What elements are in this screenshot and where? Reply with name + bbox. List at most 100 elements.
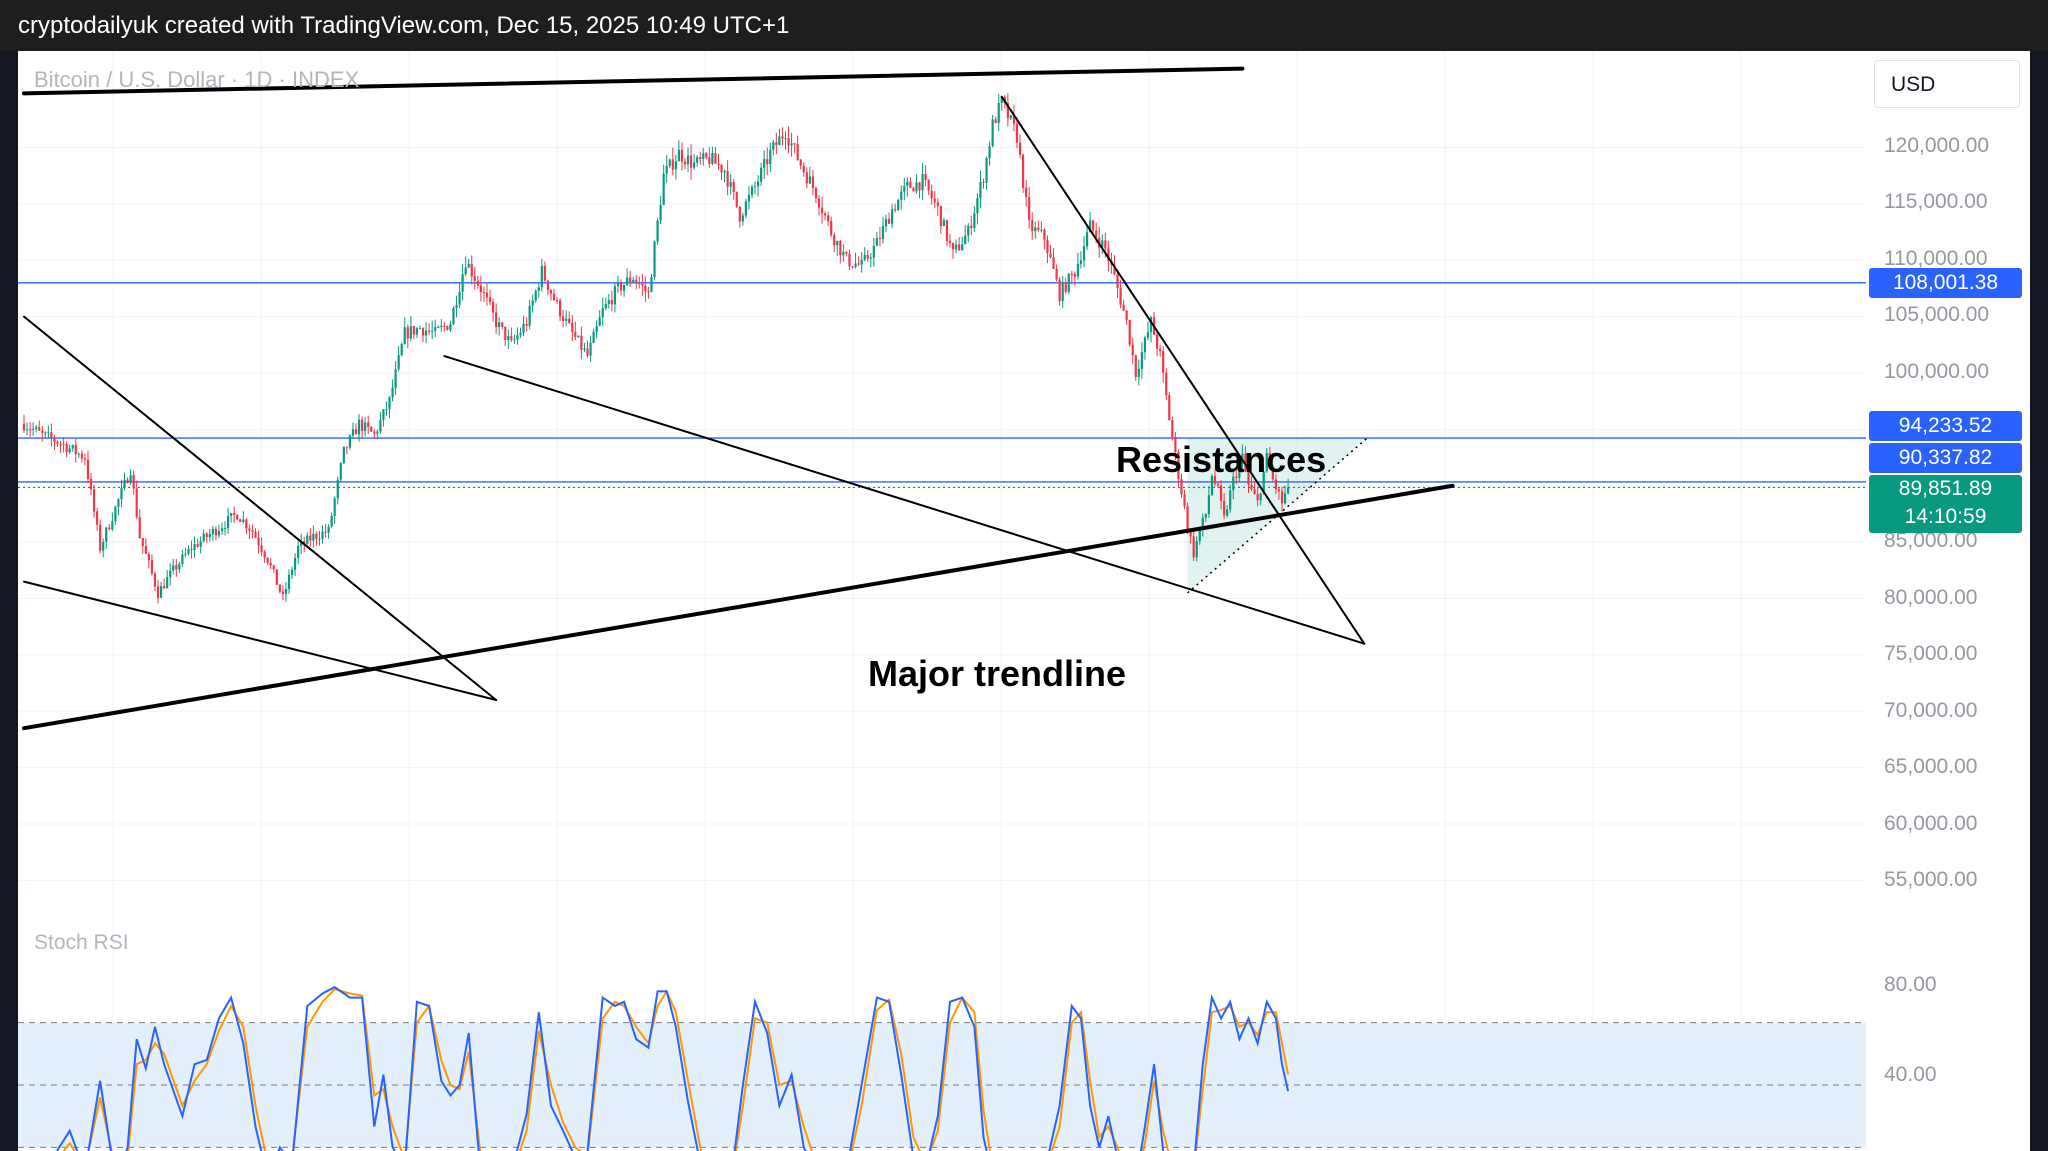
candle-body [1259, 493, 1262, 501]
candle-body [958, 244, 961, 251]
candle-body [32, 428, 35, 430]
candle-body [354, 429, 358, 435]
candle-body [1006, 102, 1009, 119]
currency-selector[interactable]: USD [1874, 60, 2020, 108]
candle-body [546, 280, 550, 291]
candle-body [805, 172, 808, 184]
stoch-k-line [55, 986, 1290, 1151]
price-chart[interactable] [18, 51, 2030, 1151]
candle-body [333, 498, 336, 516]
candle-body [254, 531, 257, 538]
candle-body [190, 548, 193, 550]
candle-body [230, 513, 233, 516]
candle-body [114, 506, 117, 522]
candle-body [1085, 232, 1089, 247]
candle-body [1101, 240, 1104, 248]
candle-body [163, 586, 166, 589]
candle-body [839, 240, 842, 256]
candle-body [74, 445, 77, 455]
candle-body [948, 240, 952, 243]
candle-body [217, 530, 221, 536]
candle-body [997, 102, 1000, 123]
candle-body [461, 274, 464, 292]
candle-body [1037, 227, 1040, 231]
candle-body [400, 344, 403, 356]
candle-body [1095, 230, 1098, 238]
candle-body [778, 136, 781, 146]
candle-body [245, 519, 248, 529]
candle-body [735, 191, 738, 207]
candle-body [726, 171, 729, 187]
candle-body [677, 149, 680, 162]
candle-body [370, 426, 373, 432]
candle-body [845, 251, 848, 254]
candle-body [150, 560, 154, 574]
candle-body [242, 519, 245, 522]
candle-body [99, 524, 102, 551]
candle-body [683, 161, 687, 165]
candle-body [412, 326, 415, 335]
candle-body [622, 284, 626, 291]
candle-body [1104, 240, 1107, 249]
candle-body [120, 487, 123, 500]
candle-body [641, 283, 644, 286]
candle-body [147, 553, 150, 561]
candle-body [1070, 273, 1073, 275]
candle-body [714, 153, 717, 164]
candle-body [86, 459, 90, 479]
candle-body [111, 521, 114, 530]
price-tick: 120,000.00 [1884, 134, 1990, 157]
candle-body [373, 431, 376, 434]
candle-body [62, 443, 65, 445]
candle-body [610, 300, 613, 305]
candle-body [1247, 470, 1250, 485]
candle-body [1028, 197, 1031, 221]
candle-body [644, 285, 647, 292]
candle-body [491, 302, 495, 313]
candle-body [863, 254, 866, 260]
candle-body [531, 300, 534, 306]
candle-body [510, 335, 513, 340]
candle-body [361, 419, 364, 431]
candle-body [297, 545, 300, 559]
trendline [443, 355, 1366, 645]
candle-body [1271, 467, 1274, 480]
candle-body [1064, 282, 1067, 292]
candle-body [1122, 304, 1125, 311]
candle-body [1274, 479, 1278, 490]
candle-body [973, 213, 976, 228]
grid [18, 51, 1866, 1151]
candle-body [565, 318, 568, 321]
candle-body [348, 435, 352, 448]
candle-body [388, 397, 391, 410]
candle-body [281, 591, 285, 594]
candle-body [976, 197, 979, 214]
candle-body [616, 282, 620, 287]
candle-body [537, 287, 540, 291]
candle-body [172, 565, 175, 571]
candle-body [482, 292, 486, 294]
candle-body [808, 176, 811, 184]
chart-frame[interactable]: Bitcoin / U.S. Dollar · 1D · INDEX USD S… [18, 51, 2030, 1151]
candle-body [543, 266, 546, 281]
candle-body [1052, 257, 1055, 270]
candle-body [519, 332, 522, 336]
candle-body [1201, 517, 1204, 531]
candle-body [1025, 187, 1028, 198]
candle-body [1040, 229, 1043, 231]
candle-body [571, 322, 574, 332]
candle-body [1180, 479, 1183, 495]
candle-body [988, 146, 991, 159]
candle-body [711, 153, 714, 164]
candle-body [753, 186, 757, 188]
candle-body [823, 213, 827, 216]
candle-body [257, 537, 260, 546]
candle-body [1253, 489, 1256, 494]
candle-body [1000, 96, 1003, 103]
candle-body [747, 194, 751, 202]
candle-body [568, 318, 571, 323]
candle-body [875, 238, 878, 246]
currency-label: USD [1891, 73, 1936, 96]
candle-body [418, 328, 422, 330]
candle-body [178, 563, 181, 570]
